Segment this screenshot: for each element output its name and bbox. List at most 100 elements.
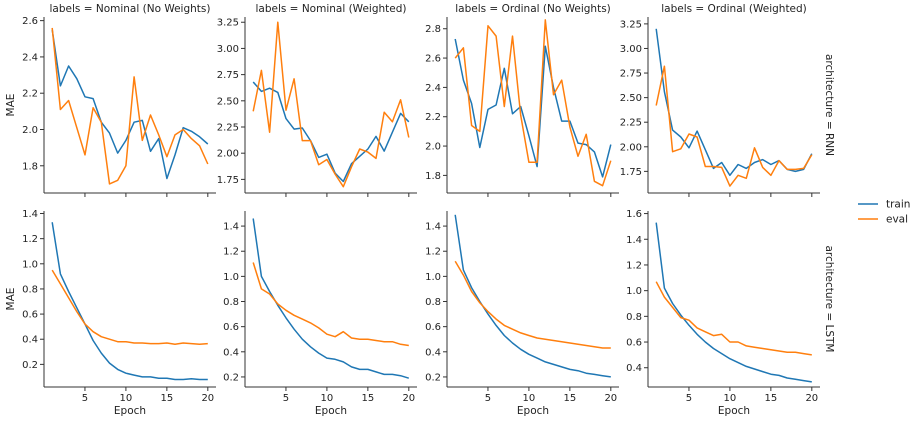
x-axis-label: Epoch	[517, 405, 549, 417]
x-tick-label: 10	[321, 393, 334, 404]
panel-title: labels = Nominal (Weighted)	[255, 3, 406, 15]
y-tick-label: 1.4	[425, 222, 441, 233]
x-tick-label: 10	[120, 393, 133, 404]
y-tick-label: 2.00	[217, 149, 239, 160]
x-axis-label: Epoch	[315, 405, 347, 417]
panel-title: labels = Nominal (No Weights)	[50, 3, 211, 15]
y-tick-label: 2.8	[425, 24, 441, 35]
y-tick-label: 1.0	[425, 272, 441, 283]
series-line-eval	[655, 65, 813, 187]
y-tick-label: 2.50	[217, 96, 239, 107]
series-line-train	[51, 222, 208, 381]
row-title: architecture = RNN	[823, 54, 835, 156]
y-tick-label: 0.2	[22, 360, 38, 371]
panel-title: labels = Ordinal (No Weights)	[455, 3, 611, 15]
y-tick-label: 2.2	[22, 89, 38, 100]
y-tick-label: 0.8	[626, 312, 642, 323]
y-tick-label: 1.0	[626, 286, 642, 297]
series-line-eval	[655, 281, 812, 356]
series-line-train	[252, 81, 410, 183]
x-tick-label: 15	[160, 393, 173, 404]
x-axis-label: Epoch	[718, 405, 750, 417]
y-tick-label: 0.4	[22, 335, 38, 346]
x-tick-label: 20	[402, 393, 415, 404]
y-tick-label: 0.2	[223, 372, 239, 383]
y-tick-label: 3.25	[217, 18, 239, 29]
series-line-train	[454, 214, 611, 378]
series-line-train	[655, 28, 813, 177]
y-tick-label: 2.6	[425, 54, 441, 65]
x-tick-label: 5	[485, 393, 491, 404]
legend-label-eval: eval	[886, 214, 908, 226]
y-tick-label: 0.8	[425, 297, 441, 308]
series-line-train	[252, 218, 410, 379]
y-tick-label: 2.75	[620, 69, 642, 80]
y-tick-label: 0.6	[425, 322, 441, 333]
series-line-eval	[454, 260, 611, 349]
x-tick-label: 20	[604, 393, 617, 404]
legend-label-train: train	[886, 199, 910, 211]
series-line-eval	[252, 262, 409, 347]
y-tick-label: 1.75	[620, 167, 642, 178]
series-line-train	[51, 29, 209, 180]
y-tick-label: 1.0	[22, 259, 38, 270]
x-tick-label: 15	[361, 393, 374, 404]
series-line-train	[655, 222, 812, 383]
y-tick-label: 1.4	[626, 235, 642, 246]
y-tick-label: 0.8	[22, 284, 38, 295]
row-title: architecture = LSTM	[823, 246, 835, 353]
y-tick-label: 0.4	[223, 347, 239, 358]
x-axis-label: Epoch	[114, 405, 146, 417]
y-tick-label: 1.8	[425, 171, 441, 182]
y-tick-label: 0.6	[626, 338, 642, 349]
y-axis-label: MAE	[5, 94, 17, 117]
y-tick-label: 1.8	[22, 161, 38, 172]
x-tick-label: 20	[201, 393, 214, 404]
y-tick-label: 1.2	[223, 247, 239, 258]
y-tick-label: 3.25	[620, 19, 642, 30]
y-axis-label: MAE	[5, 288, 17, 311]
y-tick-label: 2.0	[425, 142, 441, 153]
y-tick-label: 2.25	[217, 123, 239, 134]
y-tick-label: 2.6	[22, 16, 38, 27]
y-tick-label: 0.4	[626, 363, 642, 374]
x-tick-label: 5	[82, 393, 88, 404]
y-tick-label: 1.0	[223, 272, 239, 283]
y-tick-label: 0.6	[22, 310, 38, 321]
y-tick-label: 3.00	[217, 44, 239, 55]
x-tick-label: 10	[523, 393, 536, 404]
series-line-eval	[454, 19, 612, 187]
y-tick-label: 3.00	[620, 44, 642, 55]
panel-title: labels = Ordinal (Weighted)	[661, 3, 807, 15]
y-tick-label: 2.0	[22, 125, 38, 136]
y-tick-label: 1.4	[223, 222, 239, 233]
y-tick-label: 2.2	[425, 112, 441, 123]
x-tick-label: 20	[805, 393, 818, 404]
y-tick-label: 0.6	[223, 322, 239, 333]
series-line-eval	[51, 269, 208, 346]
y-tick-label: 1.2	[22, 234, 38, 245]
y-tick-label: 1.75	[217, 175, 239, 186]
y-tick-label: 0.2	[425, 372, 441, 383]
y-tick-label: 1.2	[425, 247, 441, 258]
y-tick-label: 1.4	[22, 209, 38, 220]
y-tick-label: 1.2	[626, 260, 642, 271]
x-tick-label: 15	[764, 393, 777, 404]
y-tick-label: 2.00	[620, 142, 642, 153]
y-tick-label: 2.25	[620, 118, 642, 129]
y-tick-label: 2.4	[22, 52, 38, 63]
y-tick-label: 0.4	[425, 347, 441, 358]
x-tick-label: 10	[724, 393, 737, 404]
x-tick-label: 15	[563, 393, 576, 404]
y-tick-label: 2.75	[217, 70, 239, 81]
x-tick-label: 5	[686, 393, 692, 404]
y-tick-label: 0.8	[223, 297, 239, 308]
x-tick-label: 5	[283, 393, 289, 404]
series-line-eval	[51, 27, 209, 185]
y-tick-label: 2.4	[425, 83, 441, 94]
y-tick-label: 1.6	[626, 209, 642, 220]
series-line-train	[454, 38, 612, 178]
y-tick-label: 2.50	[620, 93, 642, 104]
